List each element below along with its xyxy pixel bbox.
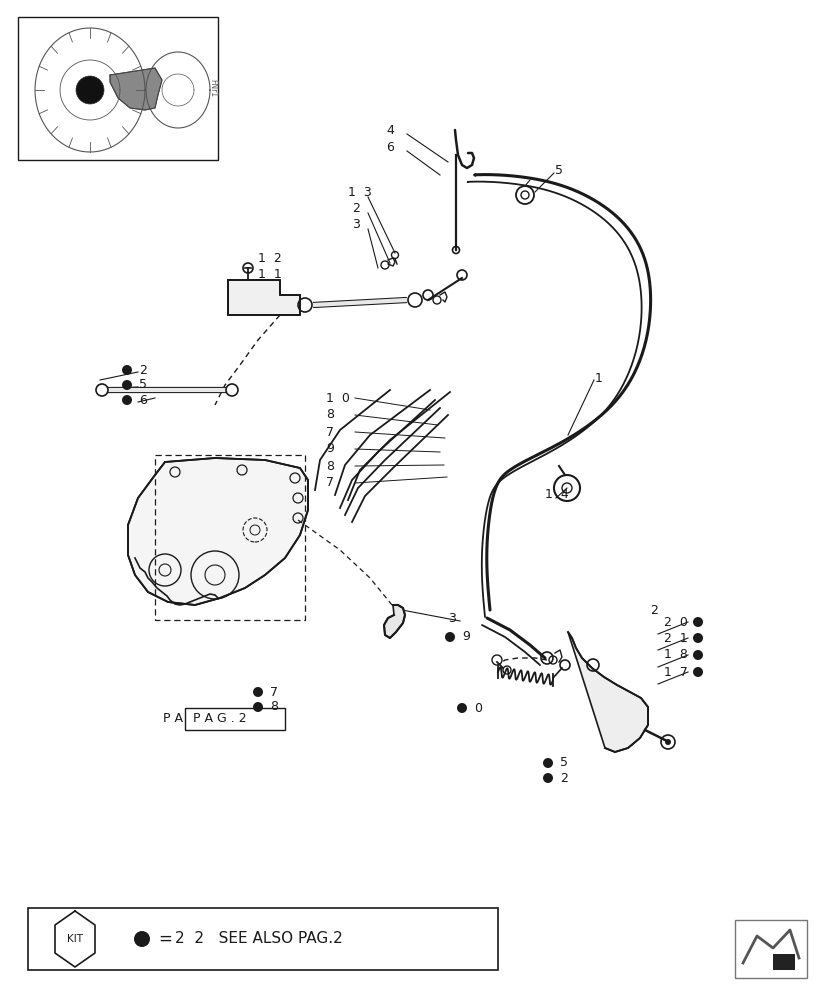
- Text: 8: 8: [326, 408, 333, 422]
- Text: 1  2: 1 2: [258, 251, 281, 264]
- Text: 1  1: 1 1: [258, 267, 281, 280]
- Circle shape: [543, 758, 552, 768]
- Text: 1  4: 1 4: [544, 488, 568, 502]
- Text: 7: 7: [270, 686, 278, 698]
- Circle shape: [692, 633, 702, 643]
- Circle shape: [253, 687, 263, 697]
- Bar: [28, 908, 497, 970]
- Text: 5: 5: [139, 378, 147, 391]
- Circle shape: [692, 650, 702, 660]
- Text: 7: 7: [326, 477, 333, 489]
- Text: 5: 5: [554, 164, 562, 177]
- Text: 1  8: 1 8: [663, 648, 687, 662]
- Text: 9: 9: [326, 442, 333, 456]
- Circle shape: [543, 773, 552, 783]
- Text: 7: 7: [326, 426, 333, 438]
- Text: 2: 2: [649, 603, 657, 616]
- Text: 3: 3: [351, 218, 360, 231]
- Bar: [734, 920, 806, 978]
- Text: 2  1: 2 1: [663, 632, 687, 644]
- Circle shape: [76, 76, 104, 104]
- Bar: [184, 708, 284, 730]
- Text: 8: 8: [326, 460, 333, 473]
- Text: 2  2   SEE ALSO PAG.2: 2 2 SEE ALSO PAG.2: [174, 931, 342, 946]
- Bar: [772, 954, 794, 970]
- Circle shape: [664, 739, 670, 745]
- Text: KIT: KIT: [67, 934, 83, 944]
- Text: 2: 2: [559, 772, 567, 784]
- Circle shape: [457, 703, 466, 713]
- Text: 6: 6: [385, 141, 394, 154]
- Text: 1  7: 1 7: [663, 666, 687, 678]
- Circle shape: [444, 632, 455, 642]
- Circle shape: [134, 931, 150, 947]
- Text: P A: P A: [163, 712, 183, 725]
- Text: 1  0: 1 0: [326, 391, 350, 404]
- Text: 9: 9: [461, 630, 469, 644]
- Circle shape: [122, 365, 131, 375]
- Polygon shape: [110, 68, 162, 110]
- Circle shape: [122, 395, 131, 405]
- Text: 2  0: 2 0: [663, 615, 687, 628]
- Polygon shape: [384, 605, 404, 638]
- Bar: [18, 17, 218, 160]
- Text: 3: 3: [447, 611, 456, 624]
- Text: 1: 1: [595, 371, 602, 384]
- Text: P A G . 2: P A G . 2: [193, 712, 246, 725]
- Text: 2: 2: [139, 363, 146, 376]
- Circle shape: [122, 380, 131, 390]
- Text: 5: 5: [559, 756, 567, 770]
- Text: FNr1: FNr1: [208, 79, 218, 97]
- Circle shape: [692, 667, 702, 677]
- Polygon shape: [227, 280, 299, 315]
- Text: 0: 0: [473, 702, 481, 714]
- Circle shape: [253, 702, 263, 712]
- Polygon shape: [128, 458, 308, 605]
- Circle shape: [692, 617, 702, 627]
- Polygon shape: [567, 632, 648, 752]
- Text: 2: 2: [351, 202, 360, 215]
- Text: =: =: [158, 930, 172, 948]
- Text: 4: 4: [385, 124, 394, 137]
- Text: 6: 6: [139, 393, 146, 406]
- Text: 8: 8: [270, 700, 278, 713]
- Text: 1  3: 1 3: [347, 186, 371, 199]
